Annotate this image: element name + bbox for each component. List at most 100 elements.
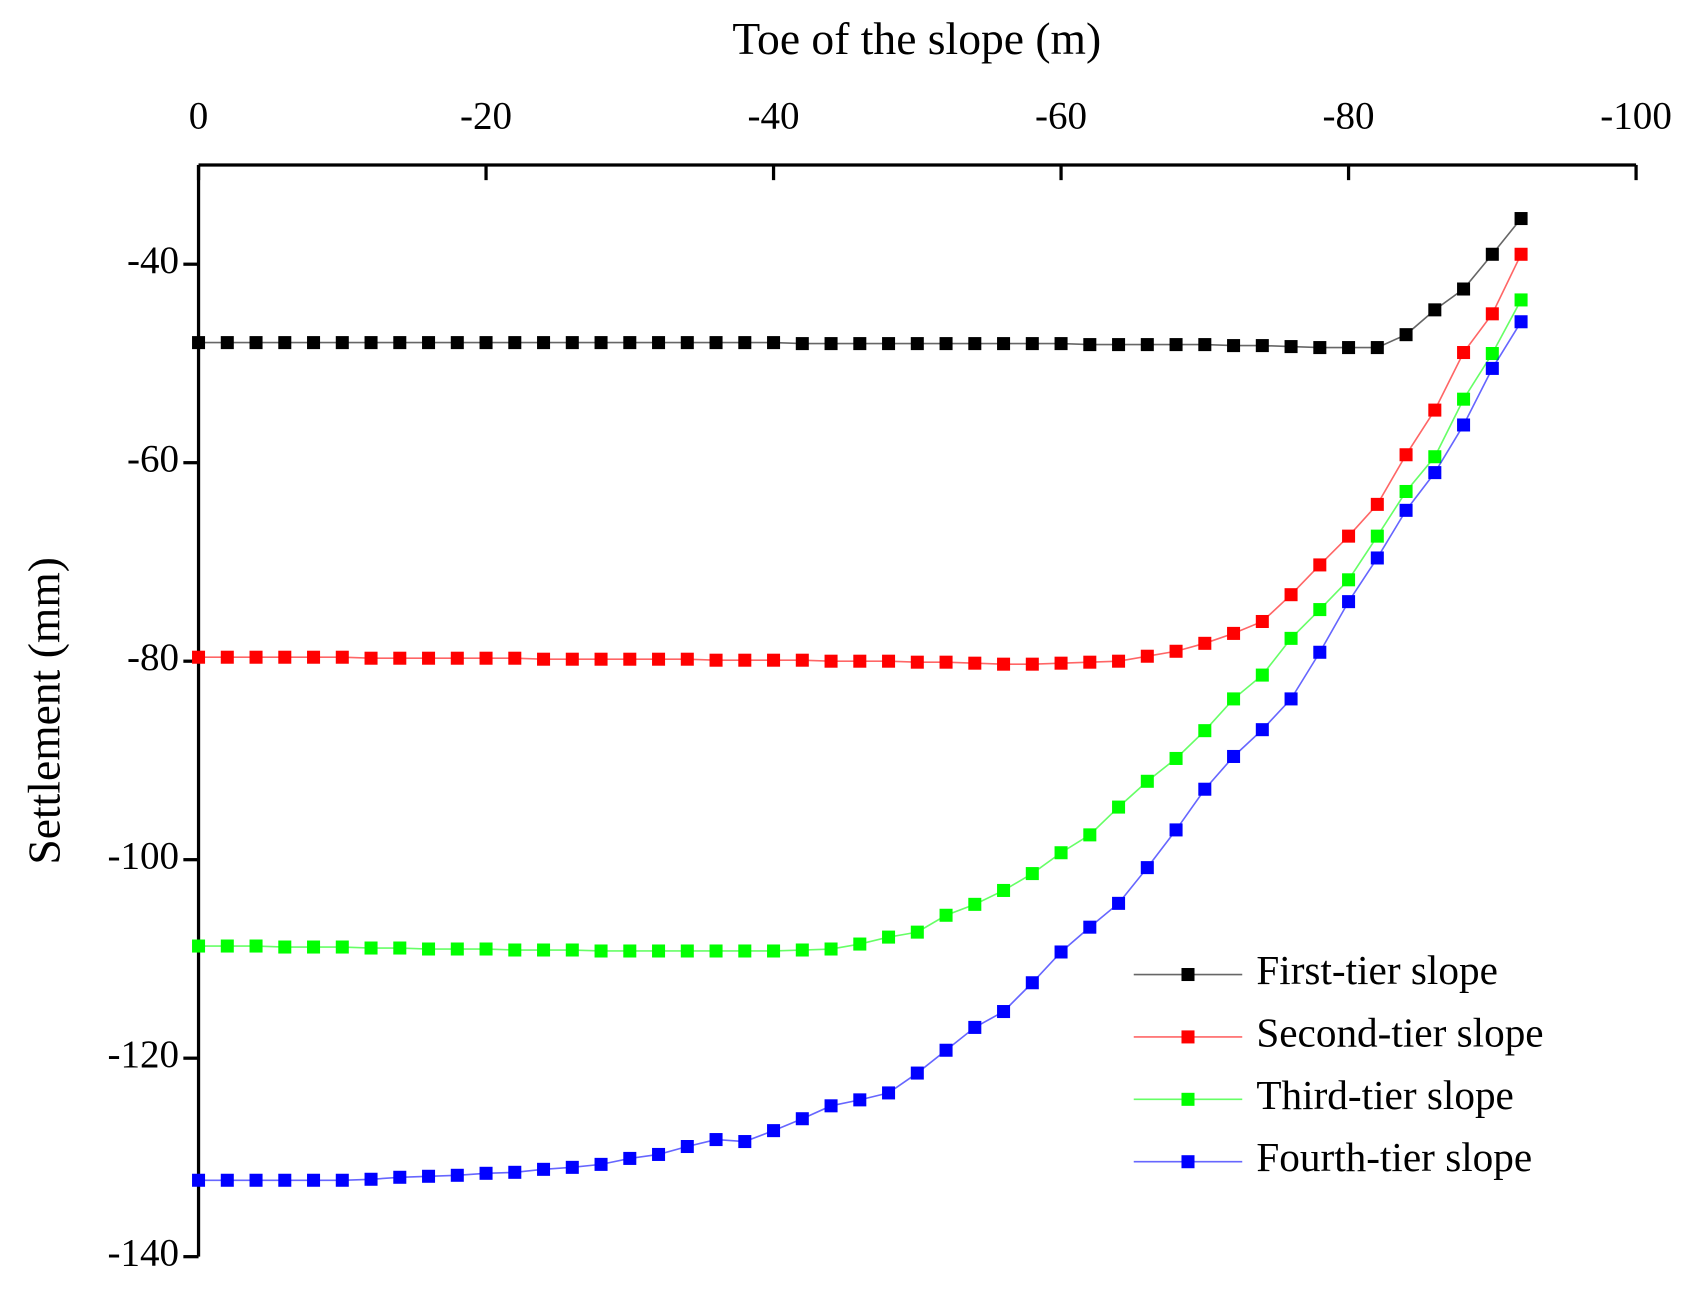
- x-tick-label: -20: [460, 94, 512, 137]
- x-tick-label: -80: [1323, 94, 1375, 137]
- data-point: [364, 1172, 378, 1186]
- data-point: [709, 944, 723, 958]
- legend-label: Fourth-tier slope: [1256, 1134, 1532, 1180]
- data-point: [1169, 644, 1183, 658]
- data-point: [508, 943, 522, 957]
- data-point: [623, 336, 637, 350]
- data-point: [1342, 341, 1356, 355]
- data-point: [1198, 636, 1212, 650]
- data-point: [1342, 595, 1356, 609]
- data-point: [767, 944, 781, 958]
- data-point: [1399, 328, 1413, 342]
- y-tick-label: -60: [127, 438, 179, 481]
- data-point: [1370, 497, 1384, 511]
- data-point: [652, 944, 666, 958]
- data-point: [450, 336, 464, 350]
- data-point: [1255, 614, 1269, 629]
- data-point: [192, 650, 206, 664]
- data-point: [910, 337, 924, 351]
- data-point: [738, 653, 752, 667]
- data-point: [1227, 749, 1241, 763]
- data-point: [1083, 828, 1097, 842]
- data-point: [1485, 247, 1499, 261]
- data-point: [1198, 338, 1212, 352]
- data-point: [767, 336, 781, 350]
- data-point: [1083, 338, 1097, 352]
- data-point: [278, 940, 292, 954]
- data-point: [479, 336, 493, 350]
- data-point: [1370, 551, 1384, 565]
- data-point: [1025, 976, 1039, 990]
- x-tick-label: -100: [1600, 94, 1672, 137]
- data-point: [1428, 303, 1442, 317]
- data-point: [824, 942, 838, 956]
- data-point: [623, 652, 637, 666]
- legend-label: Third-tier slope: [1256, 1072, 1514, 1118]
- data-point: [220, 336, 234, 350]
- y-tick-label: -120: [107, 1033, 179, 1076]
- data-point: [1054, 656, 1068, 670]
- data-point: [1313, 558, 1327, 572]
- data-point: [623, 944, 637, 958]
- data-point: [795, 1112, 809, 1126]
- data-point: [1284, 631, 1298, 645]
- data-point: [795, 943, 809, 957]
- data-point: [565, 943, 579, 957]
- data-point: [335, 336, 349, 350]
- data-point: [1140, 861, 1154, 875]
- data-point: [335, 650, 349, 664]
- data-point: [882, 337, 896, 351]
- data-point: [652, 652, 666, 666]
- data-point: [1428, 466, 1442, 480]
- data-point: [594, 652, 608, 666]
- data-point: [853, 654, 867, 668]
- series-line: [198, 218, 1522, 349]
- data-point: [680, 652, 694, 666]
- data-point: [1399, 484, 1413, 498]
- data-point: [220, 650, 234, 664]
- data-point: [307, 940, 321, 954]
- data-point: [335, 940, 349, 954]
- data-point: [882, 654, 896, 668]
- data-point: [1112, 800, 1126, 814]
- data-point: [393, 336, 407, 350]
- data-point: [738, 336, 752, 350]
- data-point: [1054, 337, 1068, 351]
- y-axis-label: Settlement (mm): [18, 557, 69, 865]
- data-point: [508, 336, 522, 350]
- data-point: [968, 897, 982, 911]
- y-tick-label: -100: [107, 835, 179, 878]
- data-point: [1198, 724, 1212, 738]
- data-point: [997, 657, 1011, 671]
- series-line: [198, 299, 1522, 952]
- data-point: [249, 650, 263, 664]
- data-point: [1025, 657, 1039, 671]
- data-point: [537, 1162, 551, 1176]
- data-point: [968, 1020, 982, 1034]
- data-point: [1457, 392, 1471, 406]
- x-tick-label: -40: [748, 94, 800, 137]
- data-point: [450, 1168, 464, 1182]
- data-point: [1514, 315, 1528, 329]
- data-point: [910, 655, 924, 669]
- data-point: [1112, 338, 1126, 352]
- data-point: [1255, 723, 1269, 737]
- data-point: [1227, 626, 1241, 640]
- data-point: [537, 943, 551, 957]
- data-point: [1485, 361, 1499, 375]
- data-point: [393, 1170, 407, 1184]
- data-point: [278, 336, 292, 350]
- data-point: [709, 1133, 723, 1147]
- data-point: [278, 1173, 292, 1187]
- data-point: [249, 939, 263, 953]
- data-point: [422, 651, 436, 665]
- data-point: [1370, 529, 1384, 543]
- data-point: [1227, 692, 1241, 706]
- data-point: [652, 1147, 666, 1161]
- data-point: [594, 1157, 608, 1171]
- data-point: [364, 336, 378, 350]
- data-point: [422, 1169, 436, 1183]
- data-point: [767, 1124, 781, 1138]
- data-point: [968, 337, 982, 351]
- data-point: [1025, 337, 1039, 351]
